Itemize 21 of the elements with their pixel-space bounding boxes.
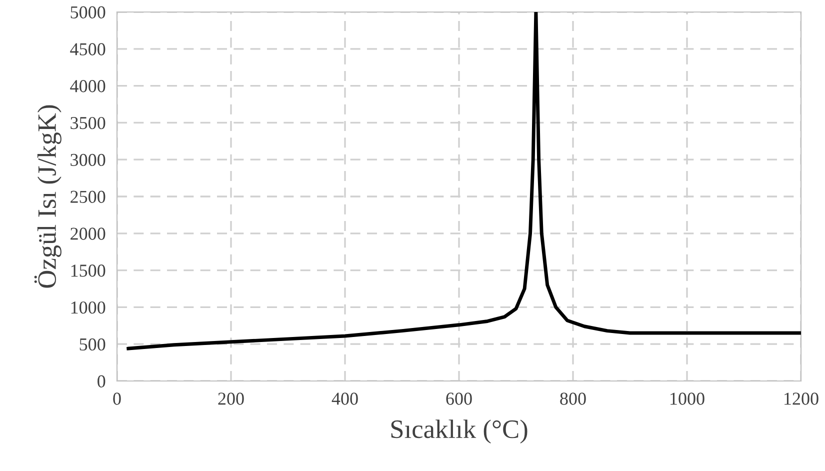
x-tick-label: 800 (560, 392, 586, 405)
y-axis-title: Özgül Isı (J/kgK) (34, 105, 62, 288)
x-tick-label: 1000 (670, 392, 704, 405)
x-tick-label: 400 (332, 392, 358, 405)
y-tick-label: 1000 (71, 301, 106, 314)
y-tick-label: 2500 (70, 190, 106, 203)
y-tick-label: 3500 (70, 116, 106, 130)
x-tick-label: 1200 (784, 392, 818, 405)
y-tick-label: 1500 (71, 264, 106, 277)
line-series (126, 12, 801, 350)
y-tick-label: 2000 (70, 228, 106, 240)
y-tick-label: 4500 (70, 43, 106, 56)
x-tick-label: 600 (446, 392, 472, 405)
y-tick-label: 3000 (70, 154, 106, 166)
y-tick-label: 500 (80, 338, 106, 351)
x-tick-label: 200 (218, 392, 244, 405)
y-tick-label: 4000 (70, 80, 106, 92)
y-tick-label: 0 (98, 375, 106, 388)
x-axis-title: Sıcaklık (°C) (391, 420, 528, 444)
x-tick-label: 0 (113, 392, 121, 405)
y-tick-label: 5000 (70, 6, 106, 18)
